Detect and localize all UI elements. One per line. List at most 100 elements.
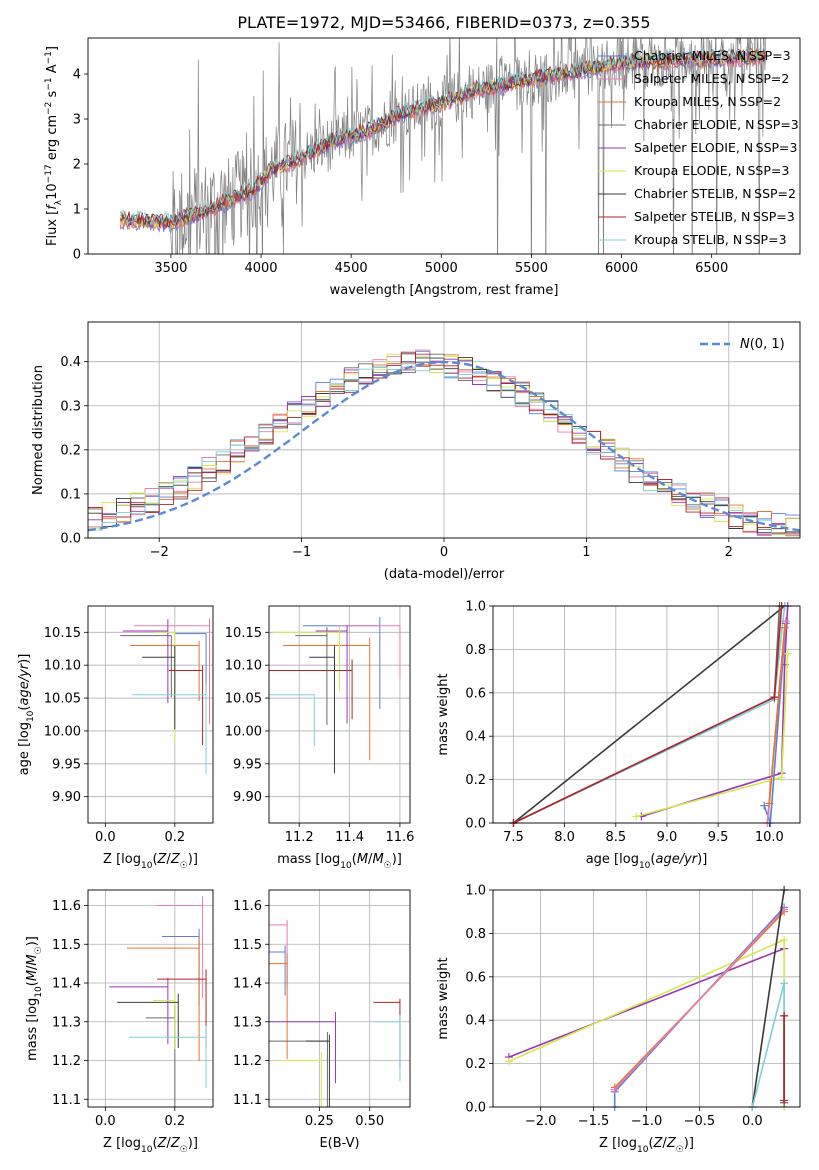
tick-label-x: 0.2 [164, 1114, 185, 1129]
tick-label-x: 0 [440, 545, 448, 560]
tick-label-y: 0.2 [465, 773, 486, 788]
tick-label-y: 11.3 [52, 1015, 81, 1030]
label-part: M [25, 954, 40, 965]
tick-label-y: 11.2 [233, 1054, 262, 1069]
x-axis-label: Z [log10(Z/Z☉)] [103, 1136, 198, 1155]
label-part: Z [log [103, 852, 141, 867]
tick-label-x: 4000 [244, 261, 277, 276]
label-part: ( [648, 1136, 653, 1151]
axes-frame [87, 321, 801, 539]
y-axis-label: age [log10(age/yr)] [17, 654, 36, 776]
tick-label-y: 0.3 [60, 399, 81, 414]
tick-label-y: 0.2 [465, 1057, 486, 1072]
label-part: (0, 1) [750, 337, 785, 352]
tick-label-y: 11.3 [233, 1015, 262, 1030]
x-axis-label: (data-model)/error [384, 567, 505, 582]
label-part: ( [650, 852, 655, 867]
axes-frame [268, 889, 411, 1108]
tick-label-y: 11.1 [233, 1093, 262, 1108]
y-axis-label: mass weight [436, 957, 451, 1039]
label-part: ☉ [384, 861, 392, 871]
tick-label-y: 11.1 [52, 1093, 81, 1108]
series-line [513, 606, 786, 823]
tick-label-y: 11.4 [233, 977, 262, 992]
label-part: )] [697, 852, 707, 867]
series-line [508, 947, 785, 1058]
label-part: Z [666, 1136, 677, 1151]
label-part: −1 [44, 77, 54, 90]
axes-frame [87, 605, 214, 824]
series-line [641, 606, 789, 818]
tick-label-y: 10.05 [44, 692, 81, 707]
label-part: ( [17, 706, 32, 711]
tick-label-y: 10.15 [44, 626, 81, 641]
axes-mass_vs_ebv: 0.25 0.50 11.1 11.2 11.3 11.4 11.5 11.6 E(B-V) [233, 889, 411, 1151]
label-part: A [45, 64, 60, 77]
legend-label: Kroupa ELODIE, N SSP=3 [634, 163, 789, 178]
label-part: 10 [34, 986, 44, 998]
label-part: ( [152, 852, 157, 867]
x-axis-label: Z [log10(Z/Z☉)] [599, 1136, 694, 1155]
tick-label-y: 9.95 [233, 757, 262, 772]
tick-label-y: 0.0 [60, 532, 81, 547]
series-line [636, 653, 789, 818]
label-part: Z [log [599, 1136, 637, 1151]
label-part: Z [170, 1136, 181, 1151]
series-line [614, 908, 785, 1091]
label-part: Flux [ [45, 210, 60, 246]
tick-label-y: 0.8 [465, 643, 486, 658]
tick-label-y: 10.15 [225, 626, 262, 641]
tick-label-x: 7.5 [503, 830, 524, 845]
label-part: ( [352, 852, 357, 867]
tick-label-x: −2.0 [525, 1114, 557, 1129]
label-part: 10 [26, 710, 36, 722]
label-part: ] [45, 46, 60, 51]
tick-label-x: 3500 [154, 261, 187, 276]
series-line [751, 890, 785, 1107]
tick-label-x: 5000 [425, 261, 458, 276]
legend-label: N(0, 1) [740, 337, 785, 352]
tick-label-y: 9.90 [52, 790, 81, 805]
label-part: 10 [45, 183, 60, 200]
tick-label-x: 0.0 [95, 830, 116, 845]
axes-frame [87, 37, 801, 255]
tick-label-y: 0 [73, 248, 81, 263]
axes-layer: 3500 4000 4500 5000 5500 6000 6500 0 1 2 3 4 Chabrie… [17, 37, 801, 1155]
tick-label-x: 11.6 [385, 830, 414, 845]
label-part: 10 [141, 1145, 153, 1155]
label-part: ☉ [180, 861, 188, 871]
label-part: f [45, 203, 60, 210]
spectrum-model-line [119, 45, 766, 226]
label-part: M [25, 970, 40, 981]
axes-frame [492, 889, 801, 1108]
label-part: )] [188, 1136, 198, 1151]
label-part: / [662, 1136, 667, 1151]
tick-label-x: 0.50 [355, 1114, 384, 1129]
label-part: )] [684, 1136, 694, 1151]
label-part: )] [188, 852, 198, 867]
label-part: age/yr [17, 662, 32, 705]
label-part: M [357, 852, 368, 867]
tick-label-x: 1 [582, 545, 590, 560]
label-part: −1 [44, 51, 54, 64]
tick-label-y: 10.10 [44, 659, 81, 674]
label-part: mass [log [277, 852, 340, 867]
tick-label-y: 0.4 [465, 1014, 486, 1029]
label-part: )] [17, 654, 32, 664]
tick-label-y: 11.2 [52, 1054, 81, 1069]
label-part: ☉ [676, 1145, 684, 1155]
tick-label-y: 9.90 [233, 790, 262, 805]
tick-label-x: 0.0 [742, 1114, 763, 1129]
label-part: / [368, 852, 373, 867]
series-line [768, 627, 786, 804]
tick-label-y: 10.05 [225, 692, 262, 707]
tick-label-y: 11.5 [52, 938, 81, 953]
y-axis-label: mass weight [436, 673, 451, 755]
tick-label-y: 11.5 [233, 938, 262, 953]
y-axis-label: Normed distribution [31, 365, 46, 495]
label-part: / [166, 852, 171, 867]
tick-label-x: 4500 [335, 261, 368, 276]
tick-label-y: 0.0 [465, 817, 486, 832]
tick-label-y: 1.0 [465, 600, 486, 615]
label-part: ☉ [34, 946, 44, 954]
